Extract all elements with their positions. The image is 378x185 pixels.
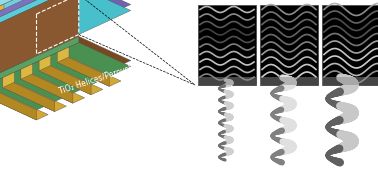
Polygon shape (0, 6, 30, 40)
Polygon shape (0, 9, 56, 45)
Polygon shape (0, 0, 131, 20)
Polygon shape (0, 0, 79, 16)
Polygon shape (0, 21, 30, 51)
Polygon shape (0, 36, 79, 89)
FancyBboxPatch shape (322, 5, 378, 85)
Polygon shape (21, 74, 85, 103)
Polygon shape (0, 86, 37, 120)
FancyBboxPatch shape (260, 5, 318, 85)
Polygon shape (0, 0, 79, 6)
Polygon shape (0, 16, 30, 45)
Polygon shape (3, 72, 14, 88)
Polygon shape (3, 78, 55, 112)
Polygon shape (21, 69, 73, 103)
Polygon shape (39, 55, 51, 71)
FancyBboxPatch shape (198, 5, 256, 85)
Polygon shape (0, 83, 30, 113)
Polygon shape (57, 52, 109, 86)
FancyBboxPatch shape (198, 77, 256, 85)
Polygon shape (39, 65, 103, 95)
FancyBboxPatch shape (322, 77, 378, 85)
Polygon shape (0, 0, 79, 27)
Polygon shape (0, 0, 30, 30)
Polygon shape (57, 47, 69, 62)
Polygon shape (21, 64, 33, 79)
Polygon shape (57, 57, 121, 86)
Polygon shape (0, 0, 131, 57)
Polygon shape (0, 0, 131, 30)
Polygon shape (0, 0, 131, 40)
Polygon shape (0, 27, 30, 57)
FancyBboxPatch shape (260, 77, 318, 85)
Polygon shape (0, 0, 79, 83)
Polygon shape (0, 33, 30, 107)
Polygon shape (0, 91, 48, 120)
Polygon shape (0, 0, 79, 6)
Polygon shape (39, 61, 91, 95)
Polygon shape (0, 0, 79, 33)
Polygon shape (0, 36, 131, 107)
Text: TiO₂ Helices/Perovskite: TiO₂ Helices/Perovskite (58, 60, 144, 96)
Polygon shape (0, 0, 131, 51)
Polygon shape (0, 43, 131, 113)
Polygon shape (0, 4, 4, 21)
Polygon shape (0, 0, 30, 30)
Polygon shape (3, 82, 67, 112)
